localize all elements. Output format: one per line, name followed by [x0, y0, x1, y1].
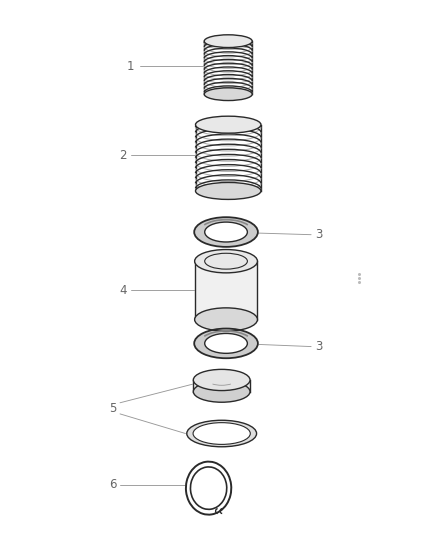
Text: 6: 6 [109, 479, 116, 491]
Text: 3: 3 [314, 340, 322, 353]
Ellipse shape [204, 35, 252, 47]
Ellipse shape [195, 116, 260, 133]
Ellipse shape [193, 369, 250, 391]
Ellipse shape [194, 328, 257, 358]
Ellipse shape [194, 249, 257, 273]
Text: 1: 1 [126, 60, 134, 72]
Polygon shape [193, 380, 250, 392]
Ellipse shape [204, 334, 247, 353]
Ellipse shape [194, 217, 257, 247]
Ellipse shape [194, 308, 257, 331]
Text: 5: 5 [109, 402, 116, 415]
Ellipse shape [186, 420, 256, 447]
Ellipse shape [195, 182, 260, 199]
Ellipse shape [204, 88, 252, 101]
Polygon shape [194, 261, 257, 319]
Ellipse shape [193, 381, 250, 402]
Text: 3: 3 [314, 228, 322, 241]
Ellipse shape [204, 222, 247, 242]
Ellipse shape [193, 423, 250, 445]
Text: 2: 2 [119, 149, 126, 161]
Text: 4: 4 [119, 284, 126, 297]
